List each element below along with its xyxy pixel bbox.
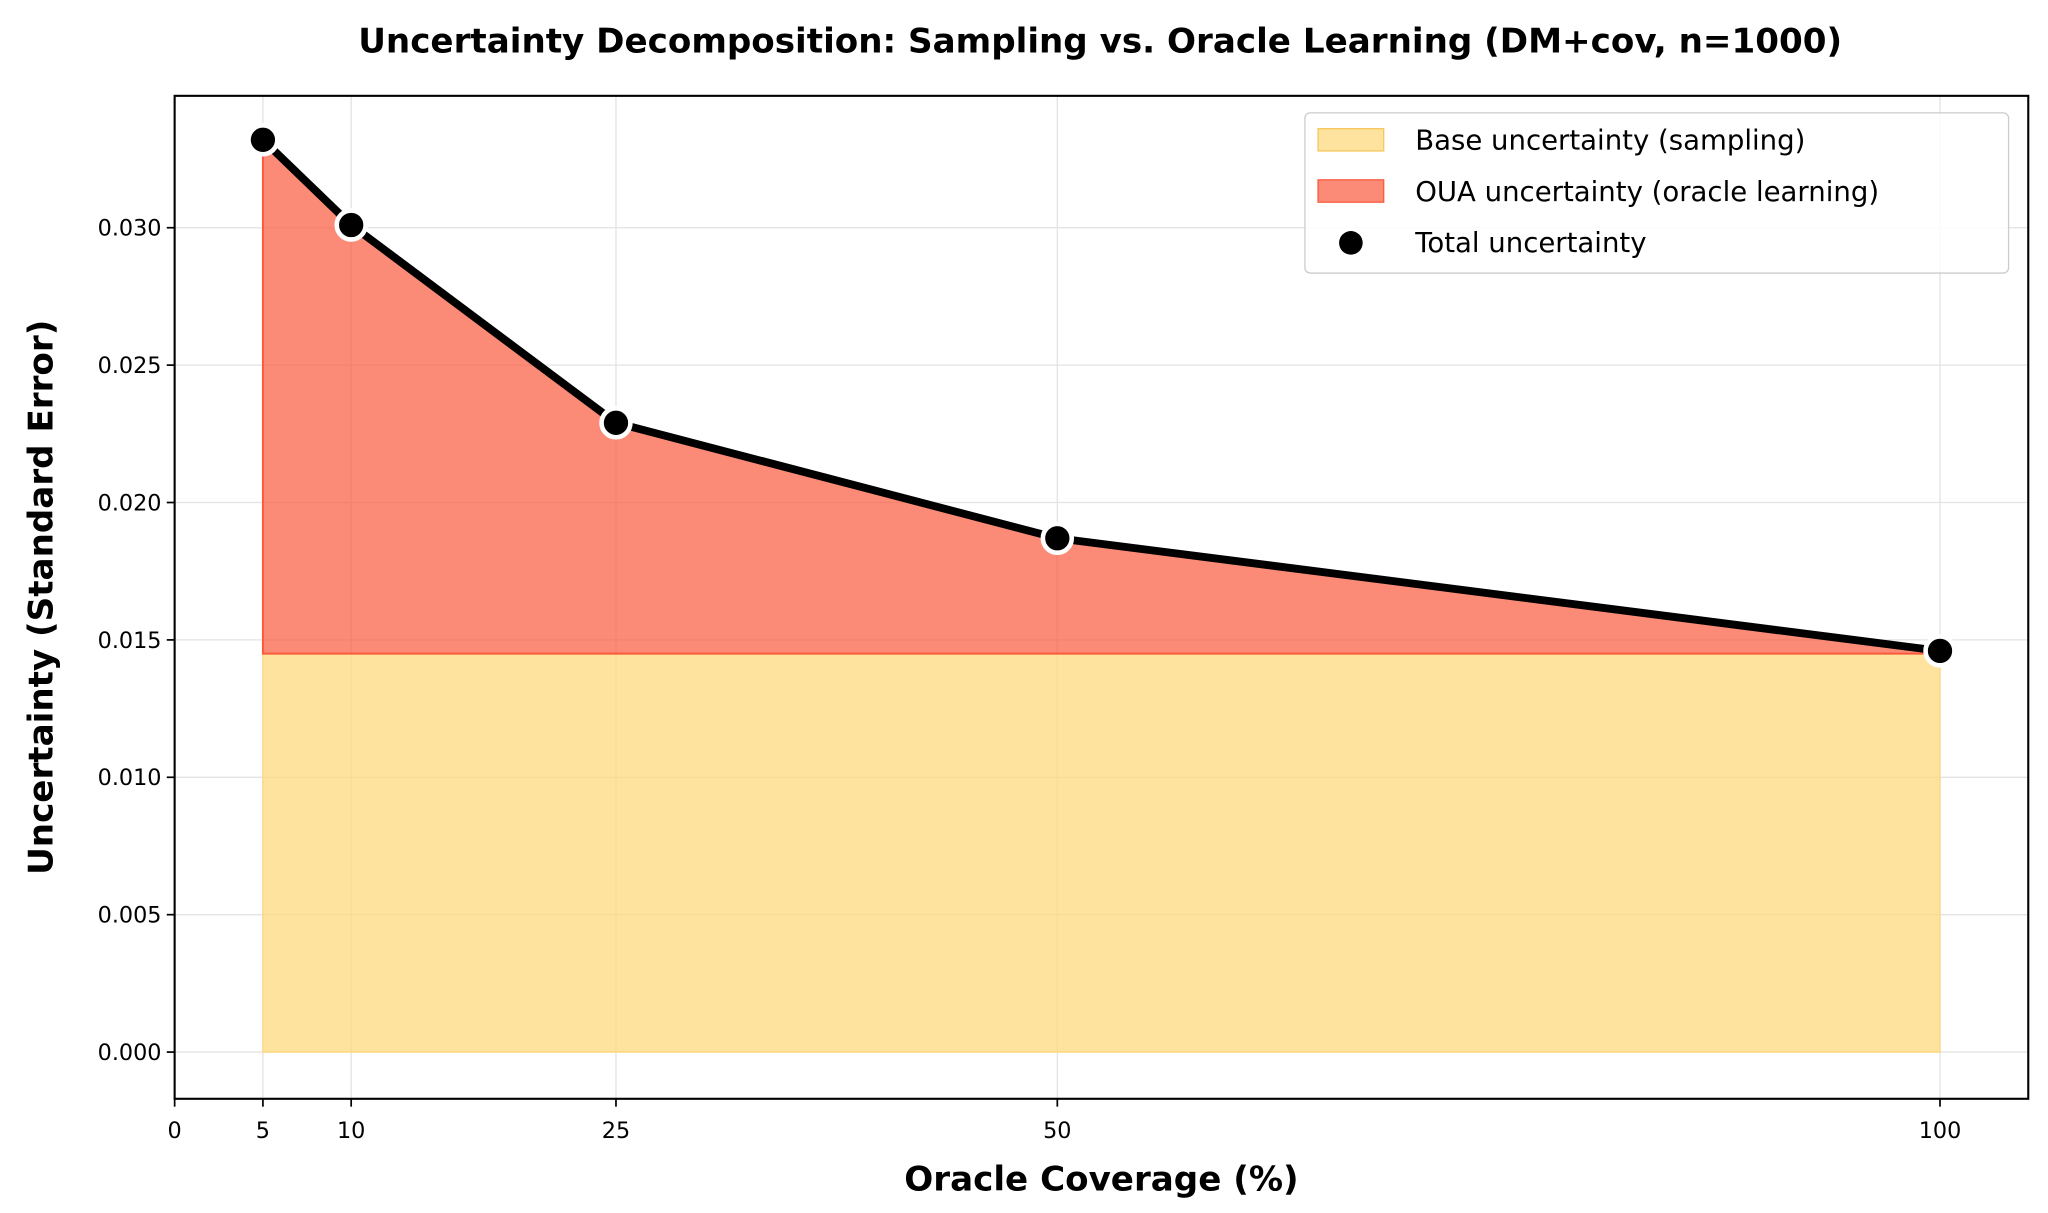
x-ticks: 0 5 10 25 50 100 [168,1098,1962,1144]
x-tick-label: 100 [1919,1118,1962,1144]
total-uncertainty-point [246,123,280,157]
plot-frame [173,94,2030,1100]
total-uncertainty-point [599,406,633,440]
legend-label-oua: OUA uncertainty (oracle learning) [1415,176,1879,208]
x-tick-label: 0 [168,1118,182,1144]
y-tick-label: 0.015 [98,628,162,654]
total-line [246,123,1957,668]
chart-title: Uncertainty Decomposition: Sampling vs. … [358,22,1842,62]
x-axis-label: Oracle Coverage (%) [904,1160,1298,1200]
legend: Base uncertainty (sampling) OUA uncertai… [1304,112,2010,274]
y-tick-label: 0.020 [98,490,162,516]
y-tick-label: 0.000 [98,1040,162,1066]
base-uncertainty-area [262,652,1941,1053]
y-ticks: 0.000 0.005 0.010 0.015 0.020 0.025 0.030 [98,216,175,1066]
x-tick-label: 50 [1043,1118,1071,1144]
y-tick-label: 0.030 [98,216,162,242]
total-uncertainty-point [1923,634,1957,668]
x-tick-label: 10 [337,1118,365,1144]
y-axis-label: Uncertainty (Standard Error) [22,320,62,875]
x-tick-label: 25 [602,1118,630,1144]
areas [261,137,1941,1053]
y-tick-label: 0.010 [98,765,162,791]
total-uncertainty-point [1040,521,1075,555]
legend-swatch-oua [1317,179,1385,203]
x-tick-label: 5 [256,1118,270,1144]
legend-label-total: Total uncertainty [1414,227,1646,259]
legend-marker-total [1339,231,1363,255]
y-tick-label: 0.025 [98,353,162,379]
legend-label-base: Base uncertainty (sampling) [1415,125,1805,157]
legend-swatch-base [1317,127,1385,152]
legend-box [1304,112,2010,274]
y-tick-label: 0.005 [98,903,162,929]
total-uncertainty-point [334,208,368,242]
